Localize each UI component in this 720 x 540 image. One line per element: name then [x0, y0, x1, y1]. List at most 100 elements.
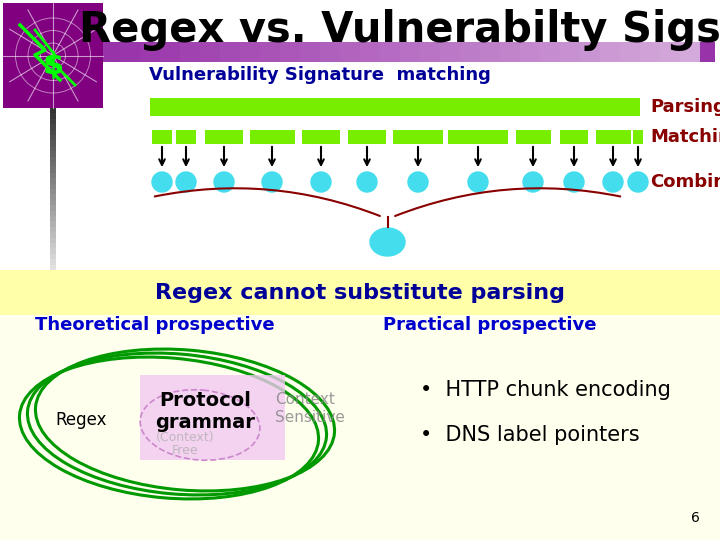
FancyBboxPatch shape	[50, 140, 56, 147]
FancyBboxPatch shape	[50, 227, 56, 233]
FancyBboxPatch shape	[560, 130, 588, 144]
FancyBboxPatch shape	[50, 189, 56, 195]
FancyBboxPatch shape	[220, 42, 240, 62]
Circle shape	[176, 172, 196, 192]
Text: (Context): (Context)	[156, 431, 215, 444]
Text: Context: Context	[275, 393, 335, 408]
FancyBboxPatch shape	[680, 42, 700, 62]
FancyBboxPatch shape	[596, 130, 631, 144]
FancyBboxPatch shape	[50, 205, 56, 212]
FancyBboxPatch shape	[440, 42, 460, 62]
FancyBboxPatch shape	[393, 130, 443, 144]
FancyBboxPatch shape	[540, 42, 560, 62]
FancyBboxPatch shape	[50, 130, 56, 136]
FancyBboxPatch shape	[516, 130, 551, 144]
Circle shape	[311, 172, 331, 192]
FancyBboxPatch shape	[460, 42, 480, 62]
FancyBboxPatch shape	[50, 124, 56, 131]
FancyBboxPatch shape	[640, 42, 660, 62]
FancyBboxPatch shape	[50, 173, 56, 179]
FancyBboxPatch shape	[50, 254, 56, 260]
FancyBboxPatch shape	[50, 108, 56, 114]
Circle shape	[564, 172, 584, 192]
FancyBboxPatch shape	[50, 178, 56, 185]
FancyBboxPatch shape	[300, 42, 320, 62]
FancyBboxPatch shape	[240, 42, 260, 62]
FancyBboxPatch shape	[176, 130, 196, 144]
FancyBboxPatch shape	[50, 248, 56, 255]
FancyBboxPatch shape	[140, 375, 285, 460]
Circle shape	[628, 172, 648, 192]
FancyBboxPatch shape	[520, 42, 540, 62]
FancyBboxPatch shape	[580, 42, 600, 62]
Text: Protocol: Protocol	[159, 390, 251, 409]
Circle shape	[408, 172, 428, 192]
Ellipse shape	[370, 228, 405, 256]
FancyBboxPatch shape	[400, 42, 420, 62]
Text: Parsing: Parsing	[650, 98, 720, 116]
FancyBboxPatch shape	[50, 157, 56, 163]
Text: $: $	[42, 51, 63, 80]
FancyBboxPatch shape	[50, 135, 56, 141]
FancyBboxPatch shape	[100, 42, 715, 62]
FancyBboxPatch shape	[150, 98, 640, 116]
FancyBboxPatch shape	[50, 259, 56, 266]
Circle shape	[523, 172, 543, 192]
FancyBboxPatch shape	[420, 42, 440, 62]
Text: Theoretical prospective: Theoretical prospective	[35, 316, 275, 334]
Circle shape	[152, 172, 172, 192]
FancyBboxPatch shape	[320, 42, 340, 62]
FancyBboxPatch shape	[50, 119, 56, 125]
FancyBboxPatch shape	[302, 130, 340, 144]
FancyBboxPatch shape	[560, 42, 580, 62]
FancyBboxPatch shape	[50, 194, 56, 201]
FancyBboxPatch shape	[50, 221, 56, 228]
Text: 6: 6	[691, 511, 700, 525]
FancyBboxPatch shape	[348, 130, 386, 144]
FancyBboxPatch shape	[50, 211, 56, 217]
Circle shape	[468, 172, 488, 192]
FancyBboxPatch shape	[50, 113, 56, 120]
FancyBboxPatch shape	[50, 162, 56, 168]
FancyBboxPatch shape	[280, 42, 300, 62]
Text: Practical prospective: Practical prospective	[383, 316, 597, 334]
Text: Vulnerability Signature  matching: Vulnerability Signature matching	[149, 66, 491, 84]
FancyBboxPatch shape	[340, 42, 360, 62]
FancyBboxPatch shape	[500, 42, 520, 62]
FancyBboxPatch shape	[50, 243, 56, 249]
FancyBboxPatch shape	[0, 270, 720, 540]
FancyBboxPatch shape	[200, 42, 220, 62]
FancyBboxPatch shape	[160, 42, 180, 62]
Text: •  DNS label pointers: • DNS label pointers	[420, 425, 639, 445]
FancyBboxPatch shape	[50, 232, 56, 239]
Circle shape	[214, 172, 234, 192]
Text: Matching: Matching	[650, 128, 720, 146]
FancyBboxPatch shape	[260, 42, 280, 62]
FancyBboxPatch shape	[50, 238, 56, 244]
Text: Sensitive: Sensitive	[275, 410, 345, 426]
Circle shape	[262, 172, 282, 192]
Text: Combining: Combining	[650, 173, 720, 191]
FancyBboxPatch shape	[360, 42, 380, 62]
Circle shape	[603, 172, 623, 192]
FancyBboxPatch shape	[3, 3, 103, 108]
FancyBboxPatch shape	[0, 0, 720, 270]
FancyBboxPatch shape	[50, 265, 56, 271]
FancyBboxPatch shape	[660, 42, 680, 62]
FancyBboxPatch shape	[50, 200, 56, 206]
Text: Regex vs. Vulnerabilty Sigs: Regex vs. Vulnerabilty Sigs	[79, 9, 720, 51]
FancyBboxPatch shape	[50, 167, 56, 174]
FancyBboxPatch shape	[448, 130, 508, 144]
FancyBboxPatch shape	[50, 146, 56, 152]
FancyBboxPatch shape	[180, 42, 200, 62]
FancyBboxPatch shape	[50, 184, 56, 190]
FancyBboxPatch shape	[205, 130, 243, 144]
FancyBboxPatch shape	[480, 42, 500, 62]
Text: Regex cannot substitute parsing: Regex cannot substitute parsing	[155, 283, 565, 303]
Text: Free: Free	[171, 443, 198, 456]
FancyBboxPatch shape	[152, 130, 172, 144]
FancyBboxPatch shape	[600, 42, 620, 62]
FancyBboxPatch shape	[250, 130, 295, 144]
FancyBboxPatch shape	[620, 42, 640, 62]
Text: grammar: grammar	[155, 413, 255, 431]
